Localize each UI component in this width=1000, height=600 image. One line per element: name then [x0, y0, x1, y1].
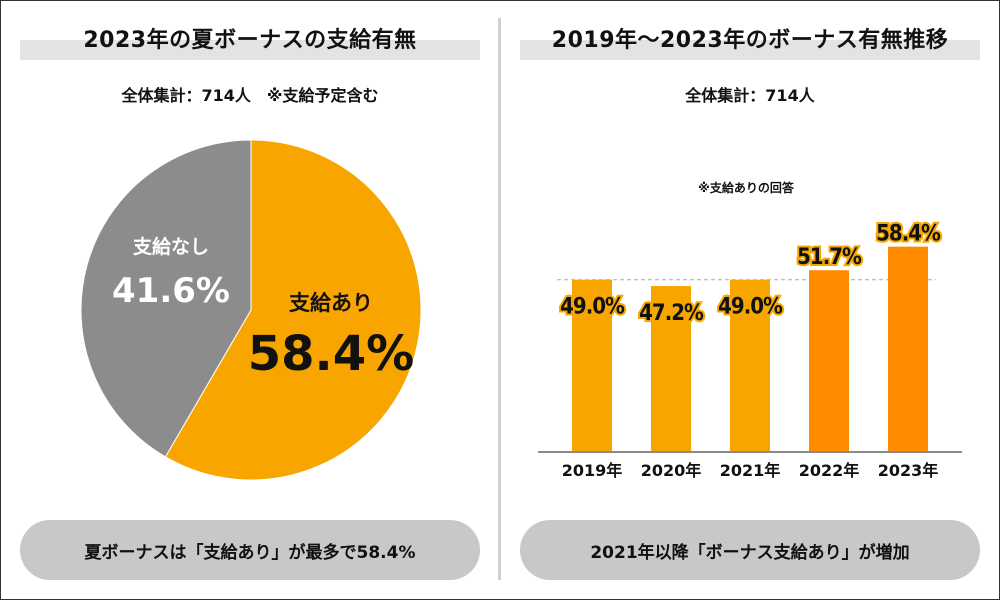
bar-value-label: 49.0%	[560, 295, 625, 320]
slice-label-no-bonus: 支給なし	[132, 235, 209, 258]
bar-chart: ※支給ありの回答 2019年 2020年 2021年 2022年 2023年 49.0%…	[538, 180, 962, 480]
bar-chart-title: 2019年～2023年のボーナス有無推移	[551, 28, 949, 53]
pie-chart: 支給なし 41.6% 支給あり 58.4%	[80, 139, 422, 481]
bar-value-label: 58.4%	[876, 222, 941, 247]
bar-value-label: 51.7%	[797, 245, 862, 270]
chart-note: ※支給ありの回答	[698, 180, 795, 195]
summary-pill-right: 2021年以降「ボーナス支給あり」が増加	[520, 520, 980, 580]
right-panel: 2019年～2023年のボーナス有無推移 全体集計：714人 ※支給ありの回答 …	[500, 0, 1000, 600]
bar-2022年	[809, 270, 849, 452]
x-tick-label: 2022年	[799, 461, 860, 480]
pie-slice-0	[164, 139, 422, 481]
slice-value-no-bonus: 41.6%	[112, 271, 230, 311]
slice-label-bonus: 支給あり	[289, 291, 373, 315]
bar-2021年	[730, 279, 770, 452]
x-tick-label: 2021年	[720, 461, 781, 480]
slice-value-bonus: 58.4%	[248, 326, 415, 382]
title-band	[520, 40, 980, 60]
bar-value-label: 49.0%	[718, 295, 783, 320]
panel-divider	[498, 18, 501, 580]
bar-subtitle: 全体集計：714人	[685, 86, 815, 105]
title-band	[20, 40, 480, 60]
x-tick-label: 2020年	[641, 461, 702, 480]
x-tick-label: 2023年	[878, 461, 939, 480]
bar-2020年	[651, 286, 691, 452]
pie-subtitle: 全体集計：714人 ※支給予定含む	[121, 86, 379, 105]
left-panel: 2023年の夏ボーナスの支給有無 全体集計：714人 ※支給予定含む 支給なし …	[20, 28, 480, 580]
x-tick-label: 2019年	[562, 461, 623, 480]
bar-2023年	[888, 246, 928, 452]
summary-pill-left: 夏ボーナスは「支給あり」が最多で58.4%	[20, 520, 480, 580]
pie-slice-1	[80, 139, 252, 458]
bar-2019年	[572, 279, 612, 452]
bar-value-label: 47.2%	[639, 301, 704, 326]
pie-chart-title: 2023年の夏ボーナスの支給有無	[83, 28, 417, 53]
